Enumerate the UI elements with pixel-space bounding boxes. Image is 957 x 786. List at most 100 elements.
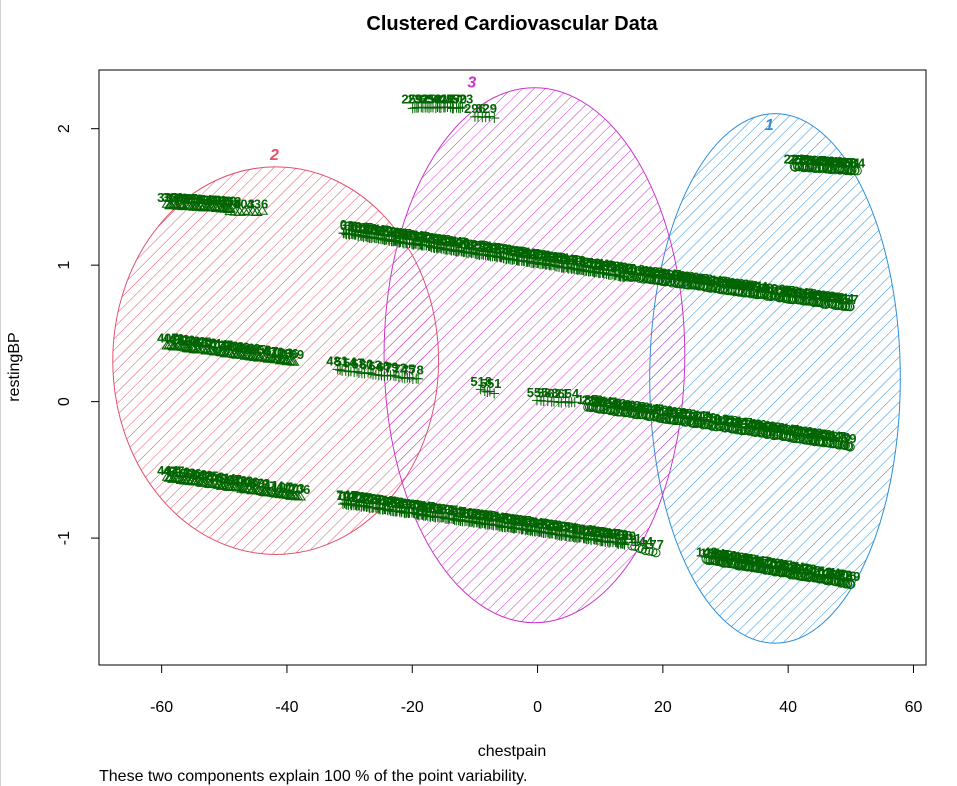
data-point bbox=[804, 435, 814, 445]
point-label: 379 bbox=[724, 549, 746, 564]
point-label: 475 bbox=[759, 419, 781, 434]
data-point bbox=[651, 275, 661, 285]
point-label: 511 bbox=[740, 552, 761, 567]
point-label: 148 bbox=[696, 545, 718, 560]
y-axis: -1 0 1 2 bbox=[56, 124, 100, 545]
x-tick-label: -20 bbox=[401, 699, 424, 716]
point-label: 826 bbox=[537, 517, 559, 532]
point-label: 288 bbox=[792, 152, 814, 167]
point-label: 0 bbox=[340, 217, 347, 232]
point-label: 818 bbox=[545, 250, 567, 265]
point-label: 232 bbox=[468, 507, 490, 522]
point-label: 970 bbox=[829, 430, 851, 445]
point-label: 785 bbox=[541, 250, 563, 265]
point-label: 85 bbox=[579, 255, 593, 270]
data-point bbox=[389, 235, 400, 246]
data-point bbox=[730, 424, 740, 434]
data-point bbox=[752, 563, 762, 573]
data-point bbox=[819, 438, 829, 448]
point-label: 346 bbox=[720, 549, 742, 564]
point-label: 772 bbox=[801, 426, 823, 441]
data-point bbox=[171, 200, 184, 210]
point-label: 354 bbox=[801, 153, 823, 168]
point-label: 93 bbox=[572, 522, 586, 537]
x-tick-label: -40 bbox=[275, 699, 298, 716]
point-label: 42 bbox=[807, 563, 821, 578]
point-label: 27 bbox=[564, 521, 578, 536]
point-label: 140 bbox=[340, 489, 362, 504]
data-point bbox=[644, 546, 654, 556]
data-point bbox=[472, 111, 483, 122]
point-label: 92 bbox=[464, 237, 478, 252]
point-label: 994 bbox=[746, 279, 768, 294]
point-label: 195 bbox=[773, 283, 795, 298]
point-label: 569 bbox=[390, 496, 412, 511]
point-label: 144 bbox=[631, 534, 653, 549]
point-label: 694 bbox=[522, 515, 544, 530]
data-point bbox=[845, 442, 855, 452]
data-point bbox=[496, 252, 507, 263]
data-point bbox=[448, 514, 459, 525]
point-label: 19 bbox=[572, 254, 586, 269]
point-label: 283 bbox=[599, 258, 621, 273]
point-label: 389 bbox=[495, 242, 517, 257]
point-label: 184 bbox=[587, 257, 609, 272]
point-label: 651 bbox=[839, 155, 861, 170]
x-tick-label: -60 bbox=[150, 699, 173, 716]
data-point bbox=[734, 287, 744, 297]
point-label: 416 bbox=[610, 397, 632, 412]
point-label: 313 bbox=[716, 548, 738, 563]
point-label: 259 bbox=[401, 92, 423, 107]
point-label: 159 bbox=[576, 523, 598, 538]
point-label: 185 bbox=[577, 392, 599, 407]
point-label: 383 bbox=[605, 396, 627, 411]
point-label: 6 bbox=[841, 431, 848, 446]
cluster-2-label: 2 bbox=[269, 147, 279, 164]
point-label: 268 bbox=[646, 265, 668, 280]
point-label: 925 bbox=[549, 519, 571, 534]
point-label: 34 bbox=[448, 504, 463, 519]
point-label: 290 bbox=[483, 241, 505, 256]
data-point bbox=[484, 250, 495, 261]
point-label: 742 bbox=[767, 557, 789, 572]
y-tick-label: 1 bbox=[56, 261, 73, 270]
point-label: 306 bbox=[835, 568, 857, 583]
point-label: 363 bbox=[375, 224, 397, 239]
point-label: 778 bbox=[402, 363, 424, 378]
point-label: 324 bbox=[595, 526, 617, 541]
point-label: 141 bbox=[815, 565, 837, 580]
point-label: 973 bbox=[795, 562, 817, 577]
point-label: 151 bbox=[584, 256, 606, 271]
point-label: 825 bbox=[429, 232, 451, 247]
point-label: 631 bbox=[696, 272, 718, 287]
point-label: 301 bbox=[651, 266, 673, 281]
point-label: 904 bbox=[820, 428, 842, 443]
data-point bbox=[608, 405, 618, 415]
data-point bbox=[182, 199, 195, 210]
point-label: 544 bbox=[743, 553, 765, 568]
point-label: 561 bbox=[398, 227, 420, 242]
point-label: 79 bbox=[707, 411, 721, 426]
data-point bbox=[424, 240, 435, 251]
point-label: 228 bbox=[778, 284, 800, 299]
point-label: 713 bbox=[652, 403, 674, 418]
point-label: 551 bbox=[480, 376, 502, 391]
point-label: 478 bbox=[736, 551, 758, 566]
point-label: 591 bbox=[828, 291, 850, 306]
point-label: 126 bbox=[572, 522, 594, 537]
point-label: 350 bbox=[600, 395, 622, 410]
point-label: 257 bbox=[479, 240, 501, 255]
x-axis: -60 -40 -20 0 20 40 60 bbox=[150, 664, 922, 716]
chart-title: Clustered Cardiovascular Data bbox=[366, 13, 658, 35]
point-label: 558 bbox=[823, 290, 845, 305]
left-border bbox=[0, 0, 1, 786]
data-point bbox=[198, 201, 211, 211]
point-label: 727 bbox=[526, 515, 548, 530]
point-label: 673 bbox=[787, 424, 809, 439]
point-label: 838 bbox=[810, 427, 832, 442]
point-label: 581 bbox=[633, 400, 655, 415]
point-label: 554 bbox=[514, 245, 536, 260]
point-label: 808 bbox=[775, 558, 797, 573]
point-label: 532 bbox=[683, 270, 705, 285]
point-label: 222 bbox=[784, 152, 806, 167]
